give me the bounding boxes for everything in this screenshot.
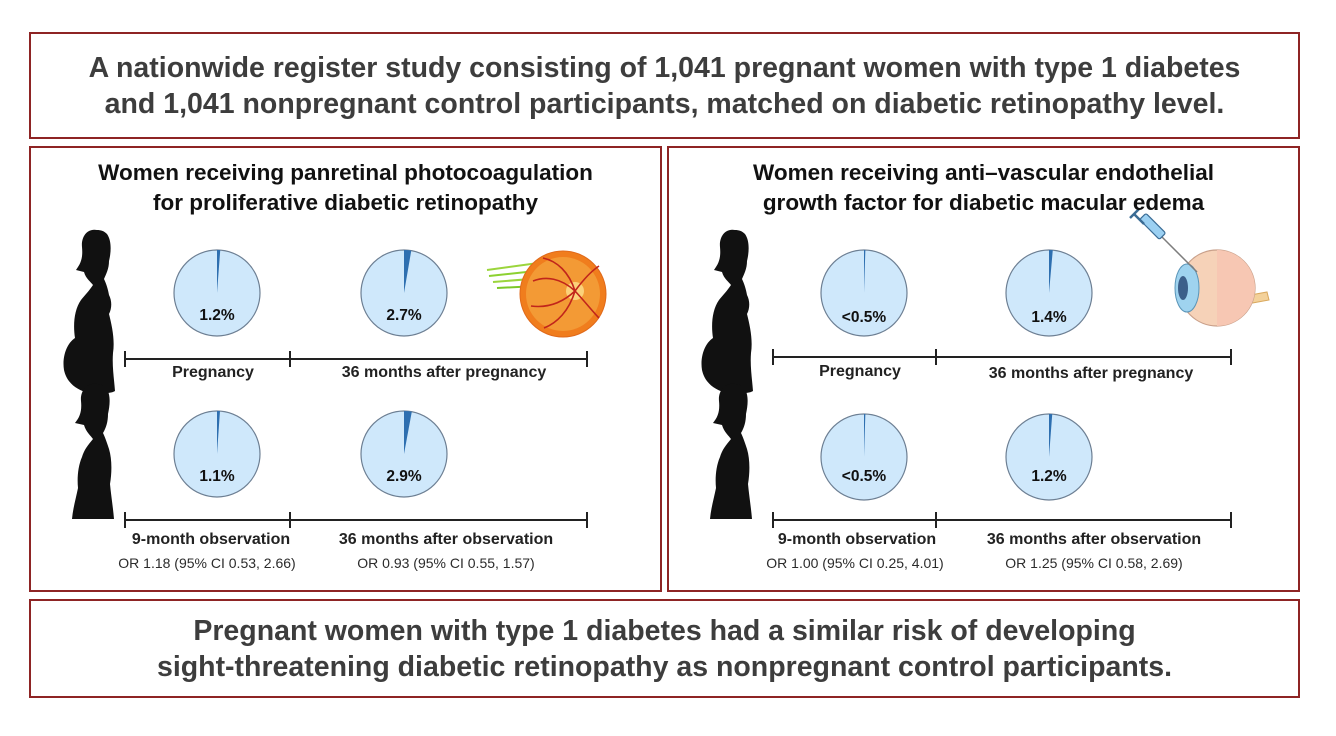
study-summary-line-2: and 1,041 nonpregnant control participan… — [104, 87, 1225, 120]
pie-chart-36-months-after-pregnancy: 2.7% — [360, 249, 448, 337]
pie-chart-36-months-after-observation: 2.9% — [360, 410, 448, 498]
pie-slice — [864, 249, 866, 293]
pregnant-woman-icon — [701, 229, 753, 394]
retina-laser-icon — [486, 250, 607, 338]
conclusion-banner: Pregnant women with type 1 diabetes had … — [29, 599, 1300, 698]
timeline-label-36-months-after-observation: 36 months after observation — [339, 531, 553, 548]
odds-ratio-9-month: OR 1.00 (95% CI 0.25, 4.01) — [766, 555, 943, 571]
pie-chart-9-month-observation: 1.1% — [173, 410, 261, 498]
pie-slice — [1049, 250, 1053, 293]
pie-slice — [404, 411, 412, 454]
panel-photocoagulation-graphic: 1.2% 2.7% Pregnancy 36 months after preg… — [63, 229, 607, 571]
pie-value-label: <0.5% — [842, 468, 887, 485]
pie-value-label: 1.2% — [1031, 468, 1067, 485]
pie-value-label: 1.1% — [199, 468, 235, 485]
pie-slice — [217, 250, 221, 293]
pie-value-label: 1.4% — [1031, 309, 1067, 326]
odds-ratio-36-month: OR 1.25 (95% CI 0.58, 2.69) — [1005, 555, 1182, 571]
pie-value-label: <0.5% — [842, 309, 887, 326]
pie-chart-36-months-after-pregnancy: 1.4% — [1005, 249, 1093, 337]
timeline-pregnant — [772, 349, 1232, 365]
panel-title: Women receiving panretinal photocoagulat… — [31, 158, 660, 218]
timeline-label-9-month-observation: 9-month observation — [132, 531, 290, 548]
panel-title: Women receiving anti–vascular endothelia… — [669, 158, 1298, 218]
timeline-control — [124, 512, 588, 528]
pie-chart-36-months-after-observation: 1.2% — [1005, 413, 1093, 501]
conclusion-line-1: Pregnant women with type 1 diabetes had … — [193, 614, 1136, 647]
timeline-label-36-months-after-pregnancy: 36 months after pregnancy — [989, 365, 1194, 382]
pie-value-label: 2.7% — [386, 307, 422, 324]
study-summary-line-1: A nationwide register study consisting o… — [88, 51, 1241, 84]
pie-chart-pregnancy: 1.2% — [173, 249, 261, 337]
timeline-label-pregnancy: Pregnancy — [819, 363, 901, 380]
panel-title-line-2: growth factor for diabetic macular edema — [762, 190, 1205, 215]
pie-slice — [217, 411, 220, 454]
pie-chart-9-month-observation: <0.5% — [820, 413, 908, 501]
panel-anti-vegf: <0.5% 1.4% Pregnancy 36 months after pre… — [667, 146, 1300, 592]
nonpregnant-woman-icon — [710, 383, 752, 519]
panel-title-line-2: for proliferative diabetic retinopathy — [152, 190, 539, 215]
panel-title-line-1: Women receiving panretinal photocoagulat… — [98, 160, 593, 185]
pie-slice — [404, 250, 412, 293]
pie-chart-pregnancy: <0.5% — [820, 249, 908, 337]
odds-ratio-36-month: OR 0.93 (95% CI 0.55, 1.57) — [357, 555, 534, 571]
pie-value-label: 1.2% — [199, 307, 235, 324]
timeline-label-36-months-after-pregnancy: 36 months after pregnancy — [342, 364, 547, 381]
pie-slice — [1049, 413, 1053, 457]
panel-photocoagulation: 1.2% 2.7% Pregnancy 36 months after preg… — [29, 146, 662, 592]
panel-anti-vegf-graphic: <0.5% 1.4% Pregnancy 36 months after pre… — [701, 208, 1270, 571]
timeline-label-pregnancy: Pregnancy — [172, 364, 254, 381]
pregnant-woman-icon — [63, 229, 115, 394]
conclusion-line-2: sight-threatening diabetic retinopathy a… — [156, 650, 1172, 683]
odds-ratio-9-month: OR 1.18 (95% CI 0.53, 2.66) — [118, 555, 295, 571]
timeline-control — [772, 512, 1232, 528]
study-summary-banner: A nationwide register study consisting o… — [29, 32, 1300, 139]
timeline-pregnant — [124, 351, 588, 367]
pie-value-label: 2.9% — [386, 468, 422, 485]
pie-slice — [864, 413, 866, 457]
timeline-label-36-months-after-observation: 36 months after observation — [987, 531, 1201, 548]
nonpregnant-woman-icon — [72, 383, 114, 519]
timeline-label-9-month-observation: 9-month observation — [778, 531, 936, 548]
panel-title-line-1: Women receiving anti–vascular endothelia… — [753, 160, 1214, 185]
eye-injection-icon — [1129, 208, 1270, 327]
